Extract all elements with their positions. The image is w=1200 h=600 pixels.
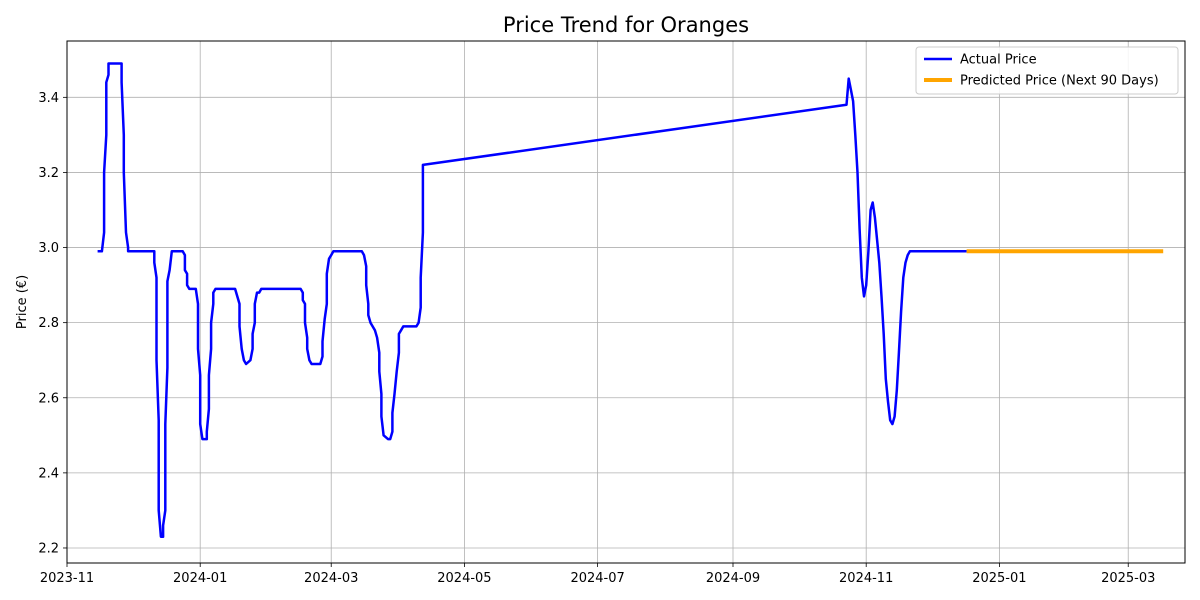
legend-label: Actual Price — [960, 53, 1037, 68]
x-tick-label: 2024-03 — [304, 571, 358, 586]
x-tick-label: 2024-09 — [706, 571, 760, 586]
plot-frame — [66, 40, 1186, 564]
y-tick-label: 2.6 — [38, 391, 59, 406]
y-tick-label: 3.4 — [38, 91, 59, 106]
y-tick-label: 2.2 — [38, 541, 59, 556]
x-tick-label: 2024-05 — [437, 571, 491, 586]
series-layer — [97, 62, 1164, 538]
grid — [66, 41, 1185, 563]
axis-ticks: 2023-11 2024-01 2024-03 2024-05 2024-07 2024-… — [38, 91, 1155, 586]
x-tick-label: 2025-03 — [1101, 571, 1155, 586]
y-tick-label: 3.2 — [38, 166, 59, 181]
y-axis-label: Price (€) — [15, 275, 30, 329]
x-tick-label: 2024-01 — [173, 571, 227, 586]
y-tick-label: 2.8 — [38, 316, 59, 331]
y-tick-label: 2.4 — [38, 466, 59, 481]
chart-title: Price Trend for Oranges — [503, 13, 749, 37]
x-tick-label: 2024-07 — [570, 571, 624, 586]
legend-box — [915, 46, 1179, 95]
y-tick-label: 3.0 — [38, 241, 59, 256]
x-tick-label: 2023-11 — [40, 571, 94, 586]
legend-label: Predicted Price (Next 90 Days) — [960, 74, 1159, 89]
x-tick-label: 2024-11 — [839, 571, 893, 586]
actual-price-line — [97, 62, 967, 538]
x-tick-label: 2025-01 — [972, 571, 1026, 586]
legend: Actual Price Predicted Price (Next 90 Day… — [915, 46, 1179, 95]
